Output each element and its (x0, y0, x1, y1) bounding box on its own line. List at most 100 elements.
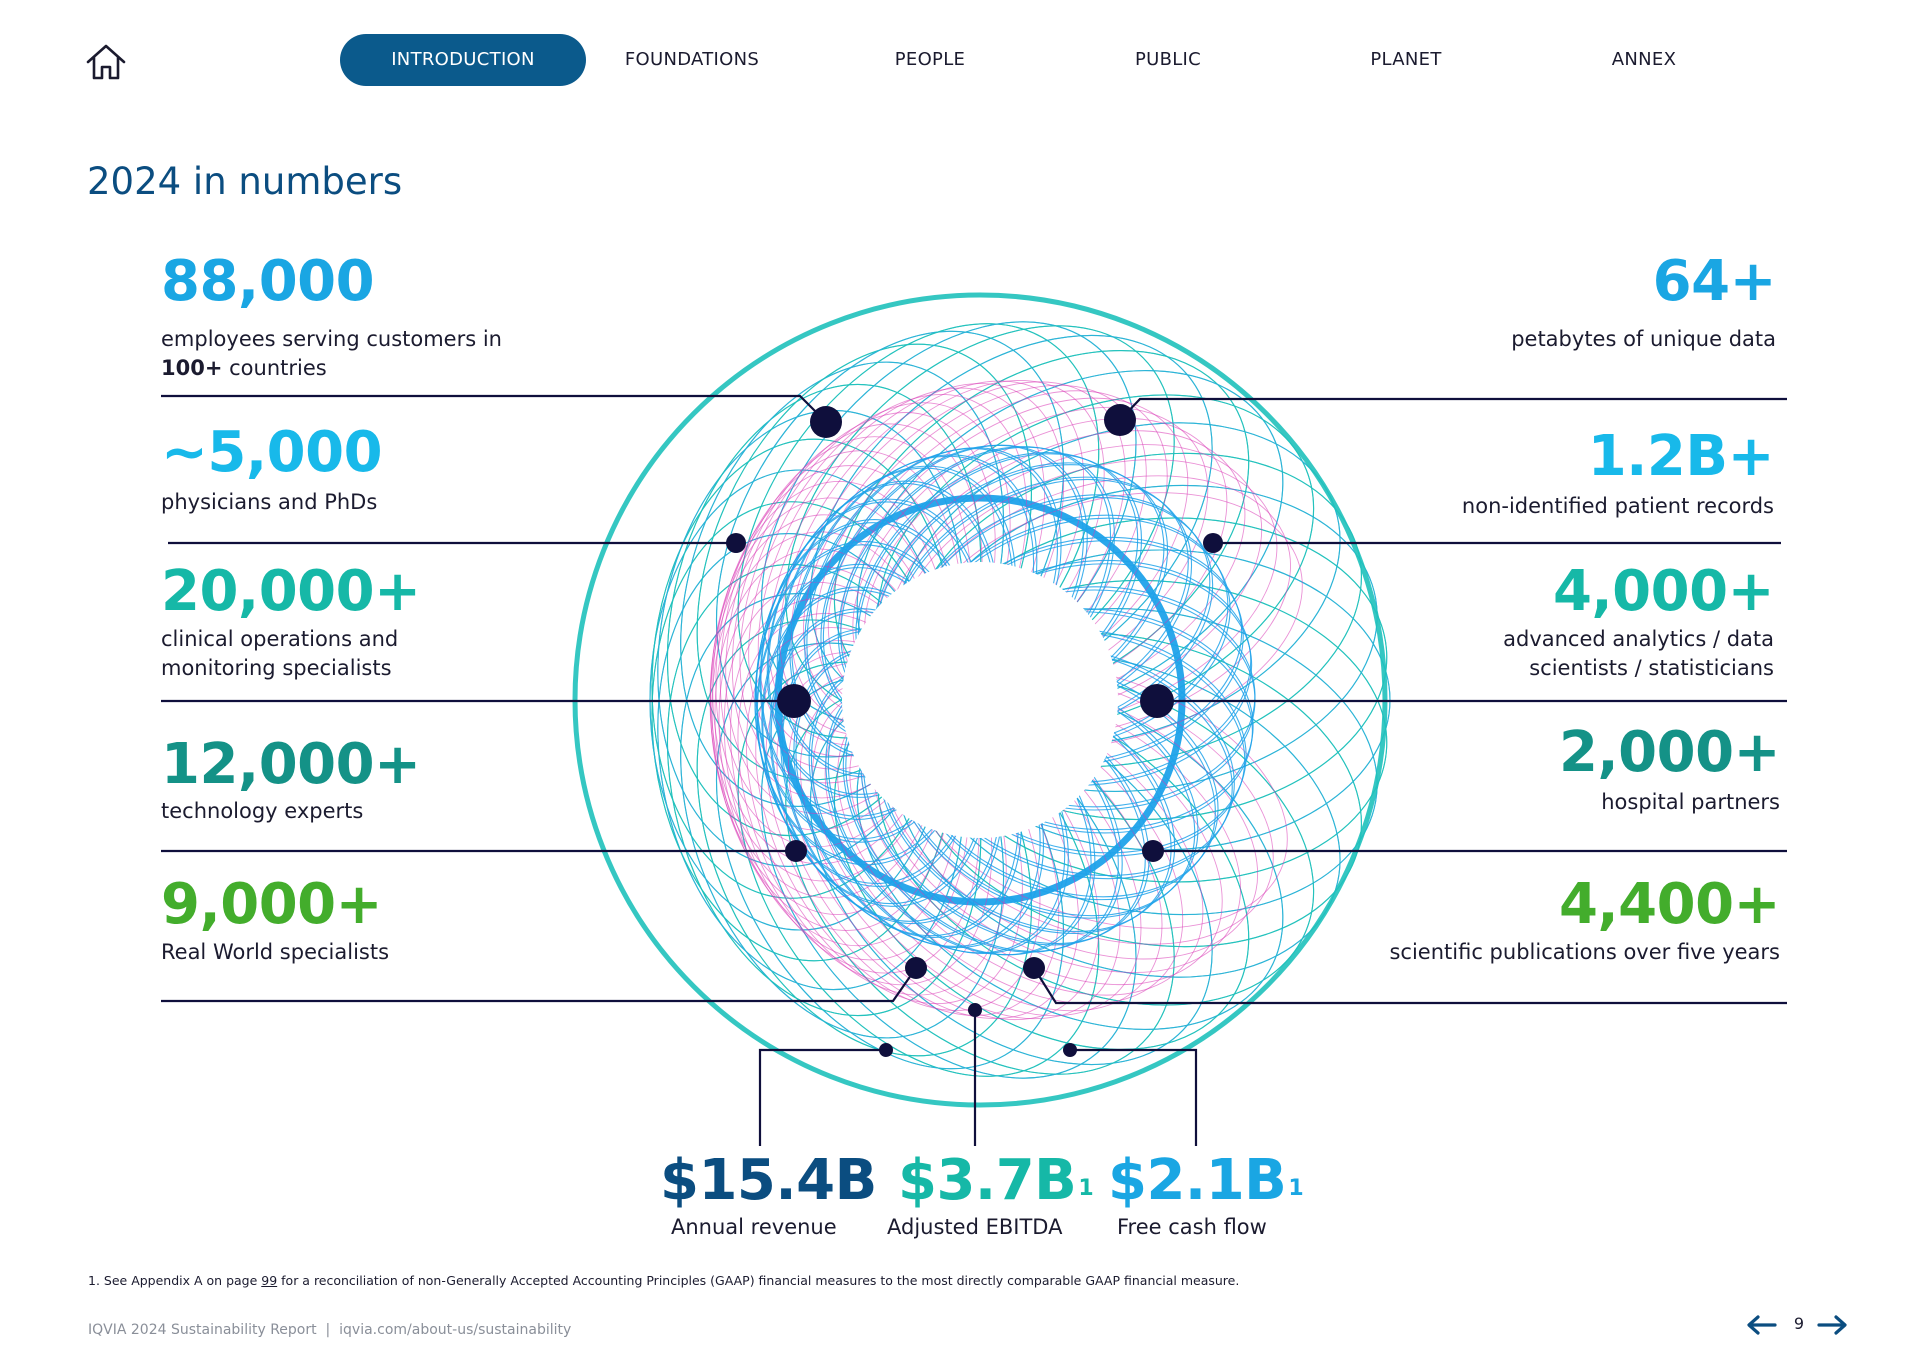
mesh-loop (905, 497, 1214, 737)
mesh-loop (877, 394, 1315, 730)
mesh-loop (760, 321, 1137, 725)
pager: 9 (1745, 1310, 1855, 1340)
arrow-left-icon (1747, 1315, 1777, 1335)
mesh-loop (833, 350, 1250, 712)
stat-desc-clinical: clinical operations and monitoring specia… (161, 627, 399, 680)
mesh-loop (776, 662, 1079, 1019)
mesh-loop (895, 653, 1341, 978)
mesh-loop (755, 522, 978, 843)
ring-blue-mesh (754, 444, 1256, 956)
footer-separator: | (325, 1322, 331, 1338)
stat-desc-hospitals: hospital partners (1601, 790, 1780, 814)
mesh-loop (651, 438, 955, 899)
mesh-loop (696, 343, 1032, 781)
mesh-loop (927, 579, 1388, 883)
mesh-loop (891, 478, 1193, 727)
mesh-loop (767, 480, 999, 795)
ring-outline (774, 494, 1186, 906)
mesh-loop (719, 436, 972, 831)
mesh-loop (809, 689, 1213, 1066)
mesh-loop (809, 334, 1213, 711)
mesh-loop (712, 465, 957, 865)
mesh-loop (827, 390, 1168, 712)
mesh-loop (931, 559, 1252, 783)
mesh-loop (755, 640, 1041, 1011)
mesh-loop (770, 611, 1004, 925)
mesh-loop (666, 383, 982, 837)
fin-label-fcf: Free cash flow (1117, 1215, 1267, 1239)
mesh-loop (680, 361, 1005, 807)
footer-url[interactable]: iqvia.com/about-us/sustainability (339, 1322, 572, 1338)
mesh-loop (781, 630, 1022, 939)
mesh-loop (885, 444, 1263, 723)
tab-foundations[interactable]: FOUNDATIONS (624, 49, 760, 70)
mesh-loop (680, 361, 1005, 807)
stat-value-realworld: 9,000+ (161, 872, 383, 937)
mesh-loop (909, 632, 1362, 948)
connector-dot (1063, 1043, 1077, 1057)
mesh-loop (754, 541, 976, 863)
tab-public[interactable]: PUBLIC (1134, 49, 1202, 70)
mesh-loop (915, 514, 1229, 748)
connector-dot (968, 1003, 982, 1017)
mesh-loop (902, 664, 1288, 929)
mesh-loop (895, 422, 1341, 747)
footnote-ref-fcf: 1 (1288, 1176, 1304, 1201)
mesh-loop (714, 548, 961, 947)
mesh-loop (932, 611, 1253, 834)
prev-page-button[interactable] (1745, 1310, 1777, 1340)
mesh-loop (833, 688, 1250, 1050)
stat-desc-publications: scientific publications over five years (1389, 940, 1780, 964)
mesh-loop (791, 454, 1038, 757)
mesh-loop (785, 325, 1175, 715)
footnote-page-link[interactable]: 99 (261, 1273, 278, 1288)
tab-introduction[interactable]: INTRODUCTION (340, 34, 586, 86)
connector-dot (777, 684, 811, 718)
tab-people[interactable]: PEOPLE (894, 49, 966, 70)
mesh-loop (933, 608, 1254, 831)
mesh-loop (909, 452, 1362, 768)
mesh-loop (651, 501, 955, 962)
mesh-loop (864, 417, 1228, 713)
mesh-loop (824, 687, 1163, 1012)
stat-value-publications: 4,400+ (1558, 872, 1781, 937)
mesh-loop (903, 494, 1211, 735)
stat-desc-patient-records: non-identified patient records (1461, 494, 1774, 518)
fin-value-ebitda: $3.7B1 (898, 1148, 1094, 1213)
mesh-loop (810, 661, 1069, 954)
mesh-loop (755, 519, 978, 840)
mesh-loop (852, 406, 1209, 711)
mesh-loop (812, 683, 1142, 1017)
mesh-loop (760, 498, 986, 817)
connector-dot (810, 406, 842, 438)
mesh-loop (800, 678, 1121, 1020)
connector-line (161, 394, 827, 423)
mesh-loop (911, 492, 1303, 749)
mesh-loop (760, 675, 1137, 1079)
mesh-loop (925, 536, 1243, 764)
next-page-button[interactable] (1817, 1310, 1849, 1340)
mesh-loop (737, 661, 1100, 1077)
home-button[interactable] (84, 42, 128, 82)
mesh-loop (768, 383, 1065, 746)
mesh-loop (730, 597, 993, 986)
mesh-loop (710, 481, 953, 882)
mesh-loop (895, 670, 1199, 917)
tab-annex[interactable]: ANNEX (1611, 49, 1677, 70)
stat-desc-physicians: physicians and PhDs (161, 490, 378, 514)
tab-planet[interactable]: PLANET (1370, 49, 1442, 70)
mesh-loop (857, 453, 1143, 721)
mesh-loop (837, 689, 1184, 1005)
mesh-loop (907, 661, 1216, 901)
mesh-loop (917, 517, 1231, 750)
mesh-loop (860, 679, 1146, 946)
connector-dots (726, 404, 1223, 1057)
stat-value-technology: 12,000+ (161, 732, 421, 797)
mesh-loop (745, 627, 1023, 1005)
page-title: 2024 in numbers (87, 160, 403, 203)
footer-report-name: IQVIA 2024 Sustainability Report (88, 1322, 317, 1338)
mesh-loop (877, 678, 1172, 934)
mesh-loop (837, 446, 1112, 725)
ring-center (842, 562, 1118, 838)
mesh-loop (872, 462, 1165, 721)
